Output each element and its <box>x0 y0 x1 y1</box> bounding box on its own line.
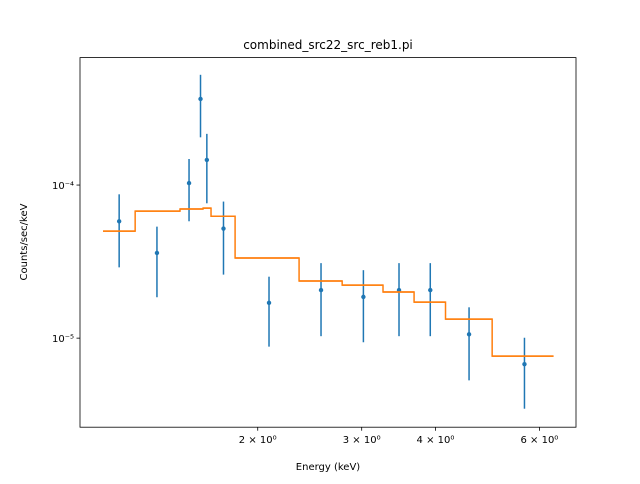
data-point <box>198 96 203 102</box>
data-point <box>186 180 192 186</box>
x-axis-label: Energy (keV) <box>296 462 361 473</box>
data-point <box>266 300 272 306</box>
data-point <box>396 287 402 293</box>
x-tick-label: 4 × 10⁰ <box>417 435 455 446</box>
data-point <box>221 226 226 231</box>
y-axis-label: Counts/sec/keV <box>19 203 30 280</box>
data-point <box>116 219 122 224</box>
x-tick-label: 2 × 10⁰ <box>239 435 277 446</box>
x-tick-label: 3 × 10⁰ <box>343 435 381 446</box>
y-tick-label: 10⁻⁵ <box>52 334 74 345</box>
chart-title: combined_src22_src_reb1.pi <box>243 38 413 52</box>
data-point <box>318 287 324 293</box>
x-tick-label: 6 × 10⁰ <box>520 435 558 446</box>
data-point <box>428 287 433 293</box>
y-tick-label: 10⁻⁴ <box>52 181 74 192</box>
data-point <box>204 157 210 163</box>
data-point <box>361 294 366 300</box>
data-point <box>466 332 472 337</box>
plot-frame <box>79 57 577 428</box>
data-point <box>522 361 527 367</box>
data-point <box>154 250 160 256</box>
